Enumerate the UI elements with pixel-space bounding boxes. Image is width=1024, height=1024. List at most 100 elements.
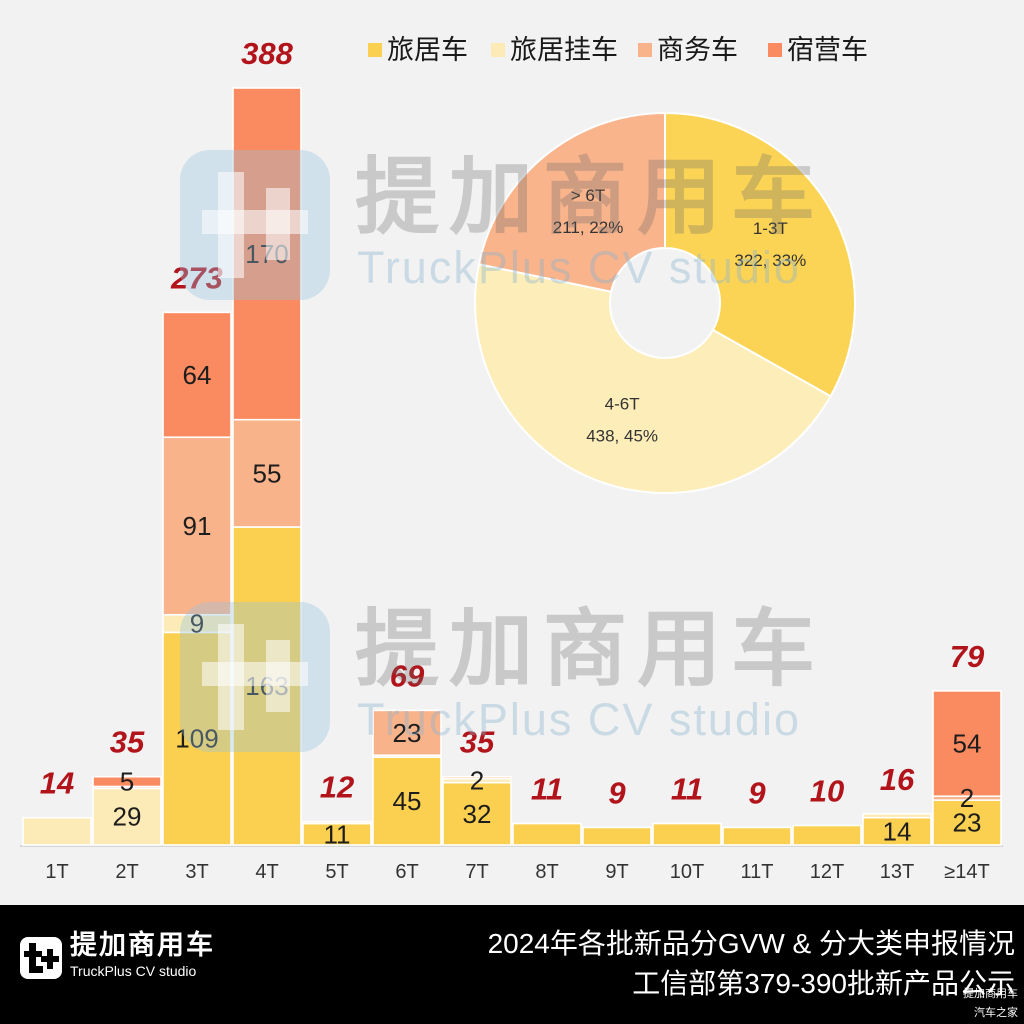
bar-segment	[722, 826, 792, 846]
bar-segment	[512, 822, 582, 846]
x-tick-label: 11T	[741, 861, 774, 883]
total-label: 69	[390, 658, 425, 693]
x-tick-label: 5T	[325, 861, 348, 883]
segment-value-label: 91	[183, 511, 212, 541]
segment-value-label: 5	[120, 767, 134, 797]
total-label: 273	[170, 260, 223, 295]
legend-swatch-icon	[491, 43, 505, 57]
legend-item-rv-trailer: 旅居挂车	[491, 30, 618, 70]
legend-item-camper: 宿营车	[768, 30, 868, 70]
total-label: 10	[810, 773, 844, 808]
bar-segment	[652, 822, 722, 846]
segment-value-label: 2	[960, 783, 974, 813]
segment-value-label: 11	[324, 819, 351, 849]
bar-segment	[22, 816, 92, 846]
x-axis-tick-labels: 1T 2T 3T 4T 5T 6T 7T 8T 9T 10T 11T 12T 13T ≥14T	[45, 861, 989, 883]
segment-value-label: 32	[463, 799, 492, 829]
legend-label: 旅居挂车	[510, 35, 618, 65]
donut-slice-46t	[474, 263, 832, 494]
bar-segment	[162, 436, 232, 616]
segment-value-label: 163	[245, 671, 288, 701]
total-label: 14	[40, 766, 74, 801]
x-tick-label: 12T	[810, 861, 844, 883]
corner-watermark: 提加商用车	[963, 988, 1018, 1000]
truckplus-logo-icon	[20, 937, 62, 979]
total-label: 9	[608, 775, 626, 810]
legend-swatch-icon	[638, 43, 652, 57]
segment-value-label: 170	[245, 239, 288, 269]
donut-slice-6t	[477, 111, 666, 293]
x-tick-label: 2T	[115, 861, 138, 883]
footer-brand-cn: 提加商用车	[70, 930, 215, 960]
donut-slice-13t	[664, 111, 856, 398]
segment-value-label: 54	[953, 729, 982, 759]
donut-slice-label: > 6T	[571, 186, 606, 205]
total-label: 11	[671, 772, 703, 807]
chart-title: 2024年各批新品分GVW & 分大类申报情况	[487, 928, 1015, 959]
bar-segment	[442, 775, 512, 780]
legend-swatch-icon	[368, 43, 382, 57]
bar-segment	[372, 709, 442, 757]
x-tick-label: 8T	[535, 861, 558, 883]
segment-value-label: 23	[393, 718, 422, 748]
total-label: 35	[460, 725, 495, 760]
segment-value-label: 2	[470, 766, 484, 796]
bar-segment	[932, 799, 1002, 846]
bar-segment	[92, 775, 162, 788]
segment-value-label: 55	[253, 458, 282, 488]
bar-segment	[582, 826, 652, 846]
x-tick-label: 9T	[605, 861, 628, 883]
bar-segment	[932, 690, 1002, 798]
x-tick-label: 7T	[465, 861, 488, 883]
corner-watermark: 汽车之家	[974, 1007, 1018, 1019]
legend-label: 宿营车	[787, 35, 868, 65]
legend-item-rv: 旅居车	[368, 30, 468, 70]
x-tick-label: 13T	[880, 861, 914, 883]
donut-slice-value: 438, 45%	[586, 427, 658, 446]
segment-value-label: 9	[190, 609, 204, 639]
legend-swatch-icon	[768, 43, 782, 57]
segment-value-label: 23	[953, 808, 982, 838]
bar-segment	[442, 781, 512, 846]
x-tick-label: 3T	[185, 861, 208, 883]
donut-slice-value: 322, 33%	[734, 251, 806, 270]
total-label: 12	[320, 770, 354, 805]
stacked-bar-series	[22, 87, 1002, 846]
donut-slice-value: 211, 22%	[553, 218, 624, 237]
x-tick-label: 4T	[255, 861, 278, 883]
legend: 旅居车 旅居挂车 商务车 宿营车	[0, 30, 1024, 70]
segment-value-label: 109	[175, 724, 218, 754]
donut-slice-label: 4-6T	[605, 395, 640, 414]
legend-label: 旅居车	[387, 35, 468, 65]
x-tick-label: ≥14T	[944, 861, 989, 883]
footer-banner: 提加商用车 TruckPlus CV studio 2024年各批新品分GVW …	[0, 905, 1024, 1024]
total-label: 79	[950, 639, 985, 674]
segment-value-label: 64	[183, 360, 212, 390]
bar-segment	[162, 311, 232, 439]
donut-chart	[474, 111, 856, 494]
bar-segment	[862, 812, 932, 819]
legend-label: 商务车	[657, 35, 738, 65]
bar-segment	[302, 820, 372, 825]
total-label: 9	[748, 775, 766, 810]
total-label: 16	[880, 762, 915, 797]
total-labels: 14 35 273 388 12 69 35 11 9 11 9 10 16 79	[40, 36, 985, 810]
total-label: 388	[241, 36, 293, 71]
x-tick-label: 1T	[45, 861, 68, 883]
donut-labels: 1-3T 322, 33% 4-6T 438, 45% > 6T 211, 22%	[553, 186, 807, 446]
total-label: 35	[110, 725, 145, 760]
bar-segment	[792, 824, 862, 846]
segment-value-label: 45	[393, 786, 422, 816]
total-label: 11	[531, 772, 563, 807]
segment-value-label: 29	[113, 802, 142, 832]
segment-value-label: 14	[883, 816, 912, 846]
donut-slice-label: 1-3T	[753, 219, 788, 238]
x-tick-label: 6T	[395, 861, 418, 883]
bar-segment	[372, 756, 442, 846]
legend-item-business: 商务车	[638, 30, 738, 70]
x-tick-label: 10T	[670, 861, 704, 883]
bar-segment	[232, 418, 302, 528]
